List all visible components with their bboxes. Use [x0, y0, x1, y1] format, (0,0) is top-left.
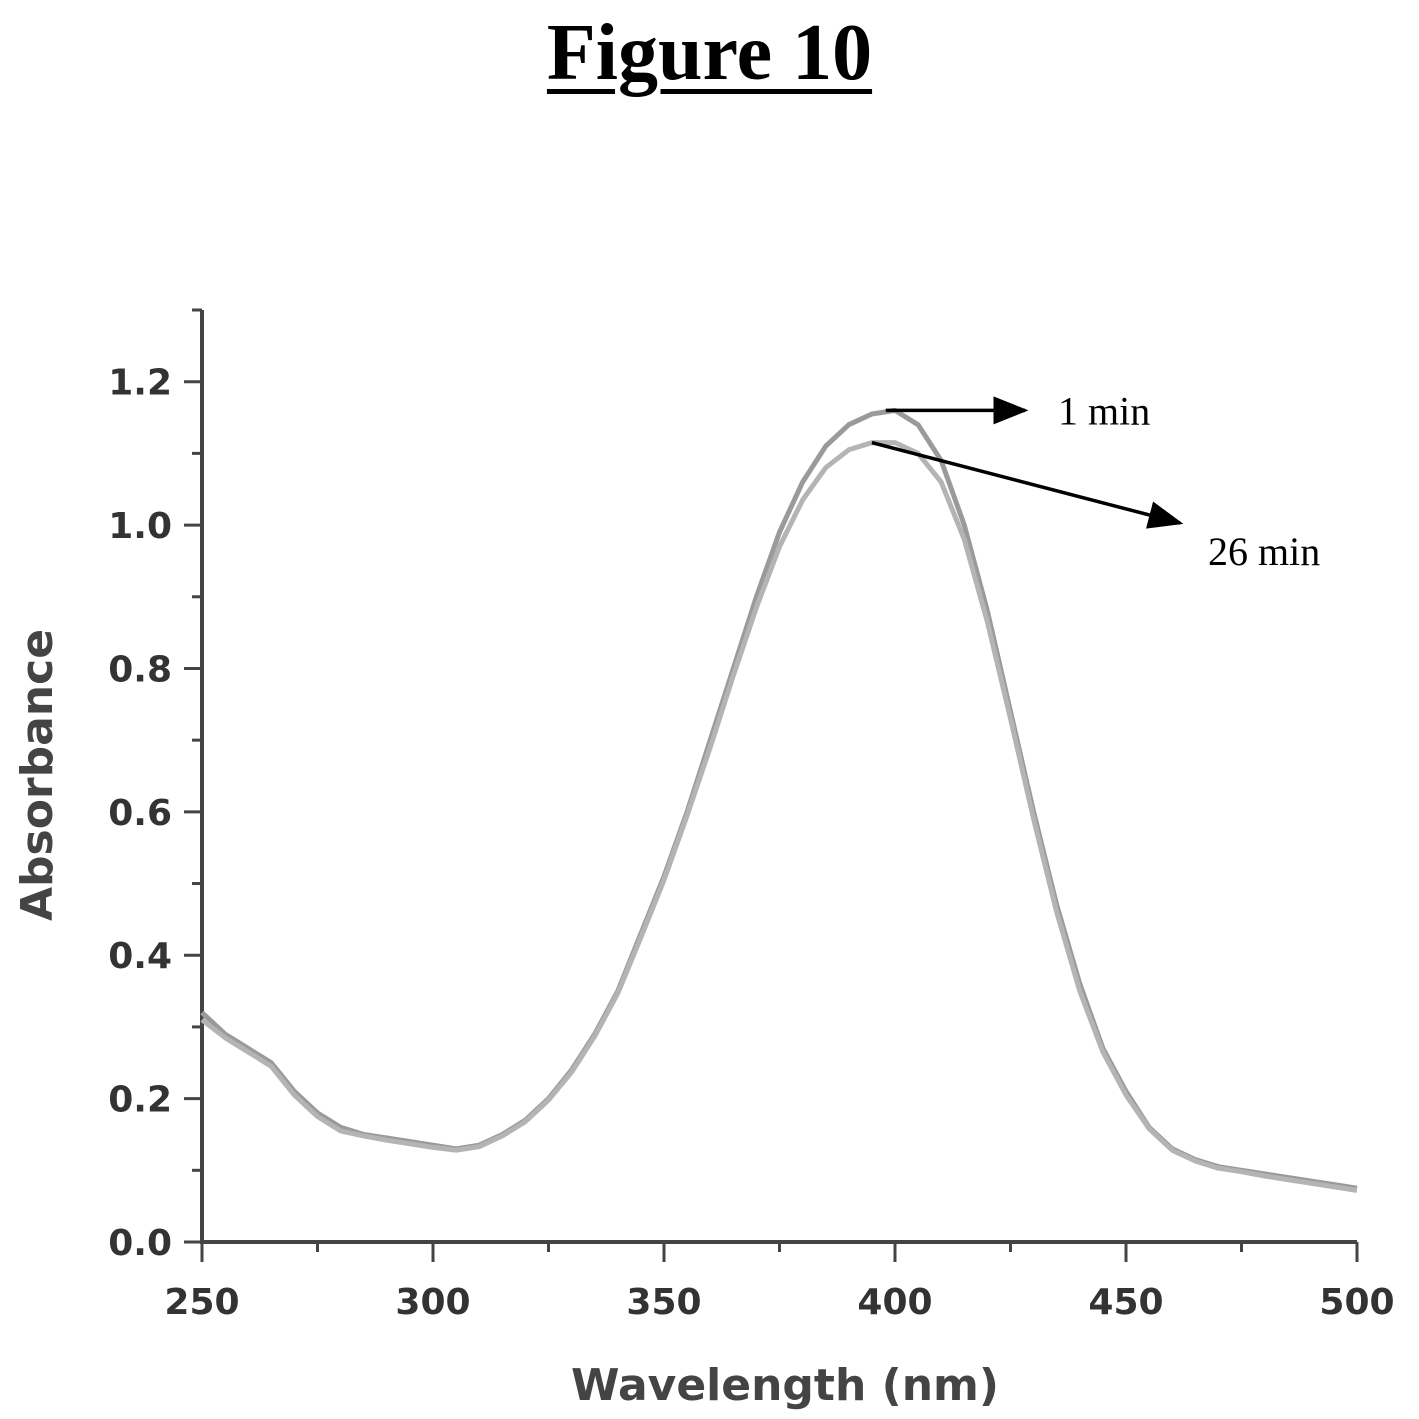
annotation-arrow-26min	[871, 440, 1184, 529]
y-tick-label: 0.8	[108, 649, 172, 690]
axes	[200, 310, 1357, 1244]
series-lines	[200, 407, 1358, 1193]
figure-title: Figure 10	[0, 8, 1419, 99]
y-tick-label: 0.6	[108, 793, 172, 834]
series-line-26min	[200, 440, 1358, 1193]
annotation-label-26min: 26 min	[1208, 529, 1320, 574]
x-tick-label: 250	[164, 1282, 239, 1323]
annotation-label-1min: 1 min	[1058, 388, 1150, 433]
y-tick-label: 0.0	[108, 1223, 172, 1264]
y-tick-label: 0.2	[108, 1080, 172, 1121]
ticks: 0.0 0.2 0.4 0.6 0.8 1.0 1.2 250 300 350 400 450 500	[108, 308, 1395, 1323]
x-tick-label: 350	[626, 1282, 701, 1323]
y-axis-label: Absorbance	[12, 629, 63, 921]
y-tick-label: 1.0	[108, 506, 172, 547]
series-line-1min	[200, 407, 1358, 1191]
x-tick-label: 500	[1319, 1282, 1394, 1323]
y-tick-label: 0.4	[108, 936, 172, 977]
x-tick-label: 450	[1088, 1282, 1163, 1323]
x-axis-label: Wavelength (nm)	[571, 1360, 999, 1411]
figure-title-text: Figure 10	[546, 9, 873, 97]
y-tick-label: 1.2	[108, 363, 172, 404]
x-tick-label: 400	[857, 1282, 932, 1323]
annotations: 1 min 26 min	[871, 388, 1320, 574]
x-tick-label: 300	[395, 1282, 470, 1323]
